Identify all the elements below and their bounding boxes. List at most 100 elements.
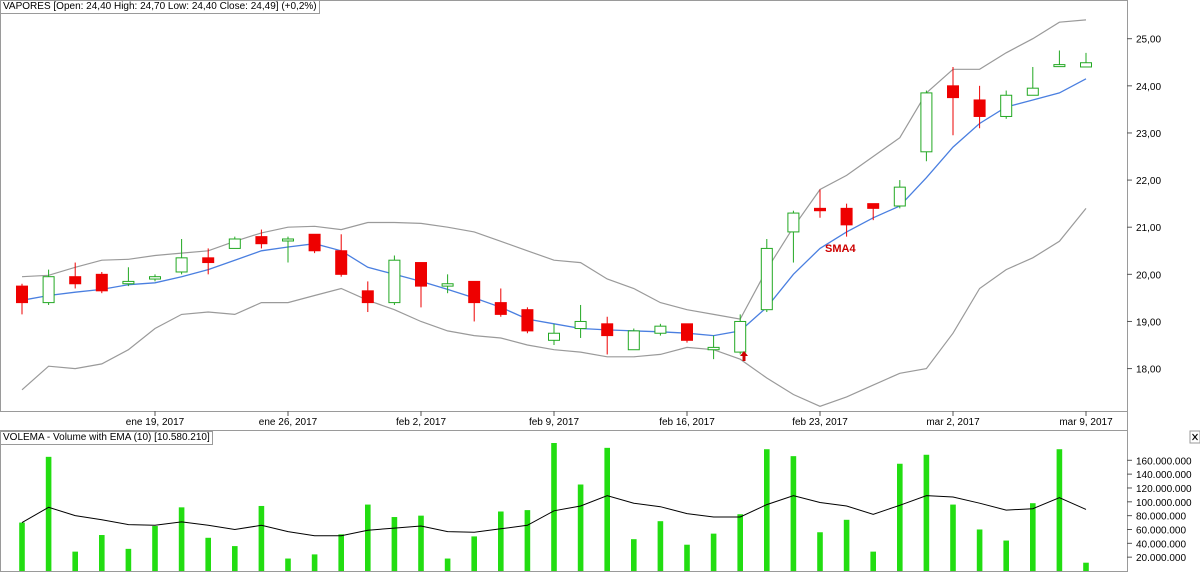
volume-axis-ticks: 20.000.000 40.000.000 60.000.000 80.000.000… xyxy=(1127,456,1192,564)
close-panel-icon[interactable] xyxy=(1189,430,1200,444)
sma4-series xyxy=(21,78,1087,337)
volume-bar xyxy=(99,535,105,571)
volume-bar xyxy=(19,522,25,571)
candle xyxy=(654,323,667,336)
volume-tick-label: 140.000.000 xyxy=(1136,470,1192,481)
volume-plot-frame xyxy=(0,430,1128,572)
date-tick-label: mar 2, 2017 xyxy=(926,417,980,428)
price-tick-label: 24,00 xyxy=(1136,82,1161,93)
volume-bar xyxy=(1056,449,1063,571)
candle xyxy=(627,328,640,351)
volume-bar xyxy=(657,521,664,571)
candle xyxy=(361,281,374,313)
bb-upper-band xyxy=(21,19,1087,320)
price-plot-frame xyxy=(0,0,1128,412)
volume-tick-label: 160.000.000 xyxy=(1136,456,1192,467)
candle xyxy=(707,335,720,360)
volume-bar xyxy=(870,551,876,571)
volume-bar xyxy=(391,517,398,571)
candle xyxy=(1000,90,1013,119)
candle xyxy=(388,255,401,305)
candle xyxy=(814,189,826,218)
volume-bar xyxy=(258,505,265,571)
volume-bar xyxy=(551,443,557,571)
candle xyxy=(16,283,28,315)
date-tick-label: ene 26, 2017 xyxy=(259,417,318,428)
candle xyxy=(1080,52,1092,68)
volume-bar xyxy=(125,548,132,571)
price-axis-ticks: 18,00 19,00 20,00 21,00 22,00 23,00 24,00 25,00 xyxy=(1127,35,1161,376)
candle xyxy=(681,323,693,343)
volume-tick-label: 80.000.000 xyxy=(1136,512,1186,523)
volume-bar xyxy=(710,533,717,571)
volume-bar xyxy=(684,544,690,571)
volume-ema-line xyxy=(21,495,1087,537)
candle xyxy=(947,66,959,136)
date-tick-label: feb 9, 2017 xyxy=(529,417,579,428)
volume-bar xyxy=(418,515,424,571)
volume-bar xyxy=(338,534,344,571)
price-tick-label: 25,00 xyxy=(1136,35,1161,46)
volume-tick-label: 40.000.000 xyxy=(1136,539,1186,550)
candle xyxy=(734,314,747,355)
candle xyxy=(69,262,82,289)
candle xyxy=(548,323,560,346)
volume-bar xyxy=(790,456,797,571)
volume-tick-label: 120.000.000 xyxy=(1136,484,1192,495)
date-axis-ticks: ene 19, 2017 ene 26, 2017 feb 2, 2017 feb 9… xyxy=(126,411,1113,428)
candle xyxy=(574,304,587,338)
candle xyxy=(867,203,880,221)
ema10-series xyxy=(21,495,1087,537)
volume-bar xyxy=(923,454,930,571)
sma4-line xyxy=(21,78,1087,337)
candle xyxy=(441,274,454,294)
date-tick-label: feb 16, 2017 xyxy=(659,417,715,428)
candle xyxy=(228,236,241,249)
volume-bar xyxy=(72,551,78,571)
candle xyxy=(601,316,614,355)
volume-bar xyxy=(577,484,584,571)
candle xyxy=(920,90,933,162)
price-tick-label: 18,00 xyxy=(1136,365,1161,376)
volume-tick-label: 20.000.000 xyxy=(1136,553,1186,564)
candle xyxy=(255,229,268,249)
volume-bar xyxy=(1030,503,1036,571)
volume-bar xyxy=(1083,562,1089,571)
candle xyxy=(308,233,321,254)
volume-bars xyxy=(19,443,1089,571)
volume-bar xyxy=(764,449,770,571)
candle xyxy=(760,238,773,313)
date-tick-label: feb 2, 2017 xyxy=(396,417,446,428)
volume-bar xyxy=(976,529,983,571)
candle xyxy=(149,274,161,282)
sma4-annotation: SMA4 xyxy=(825,243,856,255)
volume-tick-label: 60.000.000 xyxy=(1136,525,1186,536)
volume-bar xyxy=(471,536,477,571)
candle xyxy=(282,236,294,263)
volume-bar xyxy=(604,447,610,571)
volume-bar xyxy=(631,539,637,571)
volume-header: VOLEMA - Volume with EMA (10) [10.580.21… xyxy=(0,431,213,445)
price-tick-label: 19,00 xyxy=(1136,317,1161,328)
volume-bar xyxy=(1003,540,1009,571)
volume-bar xyxy=(365,504,371,571)
price-tick-label: 20,00 xyxy=(1136,270,1161,281)
bb-lower-band xyxy=(21,208,1087,407)
date-tick-label: ene 19, 2017 xyxy=(126,417,185,428)
price-tick-label: 21,00 xyxy=(1136,223,1161,234)
candle xyxy=(335,234,348,277)
candle xyxy=(1026,66,1039,96)
candle xyxy=(95,271,108,294)
volume-tick-label: 100.000.000 xyxy=(1136,498,1192,509)
volume-bar xyxy=(178,507,185,571)
volume-bar xyxy=(152,526,158,571)
volume-bar xyxy=(524,510,531,571)
candle xyxy=(840,203,853,237)
price-header: VAPORES [Open: 24,40 High: 24,70 Low: 24… xyxy=(0,0,320,14)
volume-bar xyxy=(737,514,743,571)
volume-bar xyxy=(498,511,504,571)
candle xyxy=(893,180,906,209)
volume-bar xyxy=(45,456,52,571)
candle xyxy=(521,307,534,334)
